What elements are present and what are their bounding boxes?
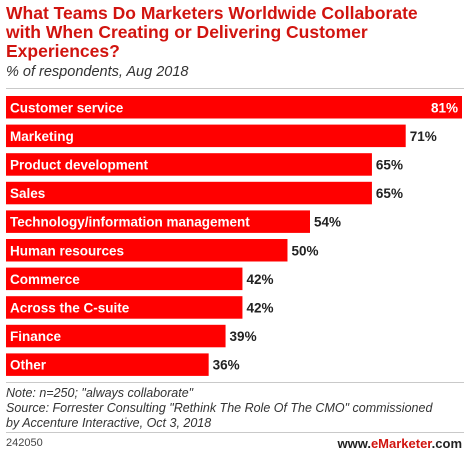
category-label: Finance bbox=[10, 329, 62, 344]
logo-suffix: .com bbox=[431, 436, 462, 451]
value-label: 39% bbox=[230, 329, 257, 344]
bar-chart: Customer service 81% Marketing 71% Product d… bbox=[6, 96, 462, 376]
source-text-line-1: Source: Forrester Consulting "Rethink Th… bbox=[6, 401, 433, 415]
top-divider bbox=[6, 88, 464, 89]
note-text: Note: n=250; "always collaborate" bbox=[6, 386, 194, 400]
logo-prefix: www. bbox=[337, 436, 371, 451]
bar-sales bbox=[6, 181, 372, 205]
chart-subtitle: % of respondents, Aug 2018 bbox=[6, 64, 189, 80]
chart-id: 242050 bbox=[6, 437, 43, 449]
bottom-divider bbox=[6, 382, 464, 383]
category-label: Product development bbox=[10, 157, 149, 172]
chart-notes: Note: n=250; "always collaborate" Source… bbox=[6, 386, 432, 431]
category-label: Across the C-suite bbox=[10, 300, 130, 315]
category-label: Commerce bbox=[10, 272, 80, 287]
category-label: Customer service bbox=[10, 100, 124, 115]
bar-finance bbox=[6, 324, 226, 348]
source-text-line-2: by Accenture Interactive, Oct 3, 2018 bbox=[6, 416, 212, 430]
value-label: 81% bbox=[431, 100, 458, 115]
category-label: Marketing bbox=[10, 129, 74, 144]
value-label: 65% bbox=[376, 157, 403, 172]
bar-human-resources bbox=[6, 239, 288, 262]
bar-other bbox=[6, 353, 209, 376]
value-label: 36% bbox=[213, 358, 240, 373]
category-label: Sales bbox=[10, 186, 45, 201]
value-label: 50% bbox=[291, 243, 318, 258]
emarketer-logo: www.eMarketer.com bbox=[337, 436, 462, 451]
logo-brand: eMarketer bbox=[370, 436, 432, 451]
bar-customer-service bbox=[6, 96, 462, 119]
chart-title: What Teams Do Marketers Worldwide Collab… bbox=[6, 3, 418, 61]
bar-product-development bbox=[6, 153, 372, 176]
value-label: 42% bbox=[246, 272, 273, 287]
bar-marketing bbox=[6, 124, 406, 148]
category-label: Human resources bbox=[10, 243, 124, 258]
category-label: Other bbox=[10, 358, 47, 373]
value-label: 65% bbox=[376, 186, 403, 201]
bar-commerce bbox=[6, 267, 243, 291]
value-label: 42% bbox=[246, 300, 273, 315]
bar-across-the-c-suite bbox=[6, 296, 243, 319]
value-label: 54% bbox=[314, 215, 341, 230]
value-label: 71% bbox=[410, 129, 437, 144]
footer-divider bbox=[6, 432, 464, 433]
category-label: Technology/information management bbox=[10, 215, 250, 230]
bar-technology-information-management bbox=[6, 210, 310, 233]
